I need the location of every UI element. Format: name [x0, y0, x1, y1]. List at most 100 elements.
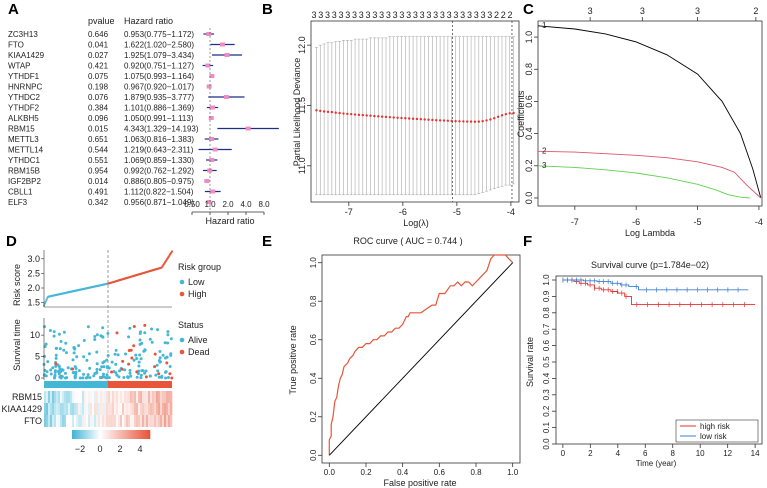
forest-point — [208, 116, 214, 120]
survival-point — [116, 353, 120, 357]
km-x-tick-label: 4 — [616, 449, 621, 458]
cv-top-count: 3 — [440, 10, 445, 20]
heatmap-cell — [90, 403, 93, 415]
survival-point — [169, 337, 173, 341]
heatmap-cell — [94, 403, 97, 415]
forest-x-tick-label: 4.0 — [240, 200, 252, 209]
survival-point — [66, 366, 70, 370]
survival-point — [73, 374, 77, 378]
survival-point — [57, 370, 61, 374]
cv-point — [404, 117, 407, 120]
roc-x-tick-label: 0.8 — [470, 468, 482, 477]
survival-point — [101, 326, 105, 330]
colorbar-segment — [103, 430, 106, 439]
heatmap-cell — [134, 403, 137, 415]
panel-label-d: D — [6, 233, 17, 250]
heatmap-cell — [102, 415, 105, 427]
survival-point — [122, 375, 126, 379]
heatmap-cell — [144, 391, 147, 403]
panel-label-c: C — [523, 1, 534, 18]
cv-top-count: 3 — [386, 10, 391, 20]
cv-top-count: 3 — [453, 10, 458, 20]
heatmap-cell — [58, 415, 61, 427]
survival-legend-low: low risk — [700, 432, 728, 441]
heatmap-cell — [114, 391, 117, 403]
panel-label-a: A — [8, 1, 19, 18]
survival-point — [63, 371, 67, 375]
heatmap-cell — [104, 403, 107, 415]
cv-x-tick-label: -7 — [345, 207, 353, 217]
cv-y-axis-label: Partial Likelihood Deviance — [292, 58, 302, 167]
coef-x-tick-label: -4 — [755, 217, 763, 227]
forest-point — [220, 42, 226, 47]
colorbar-segment — [116, 430, 120, 439]
cv-point — [319, 109, 322, 113]
heatmap-cell — [132, 415, 135, 427]
forest-plot: pvalue Hazard ratio ZC3H13 0.646 0.953(0.7… — [8, 16, 279, 226]
heatmap-cell — [156, 403, 159, 415]
survival-point — [127, 335, 131, 339]
survival-point — [106, 332, 110, 336]
heatmap-cell — [162, 415, 165, 427]
colorbar-segment — [89, 430, 92, 439]
heatmap-cell — [48, 415, 51, 427]
cv-top-count: 3 — [366, 10, 371, 20]
forest-hr-text: 0.956(0.871−1.049) — [124, 198, 194, 207]
forest-hr-text: 1.112(0.822−1.504) — [124, 188, 194, 197]
risk-y-tick-label: 2.5 — [27, 268, 40, 278]
colorbar-segment — [114, 430, 118, 439]
cv-top-count: 3 — [426, 10, 431, 20]
heatmap-cell — [142, 391, 145, 403]
heatmap-cell — [164, 403, 167, 415]
survival-point — [156, 328, 160, 332]
cv-top-count: 3 — [311, 10, 316, 20]
coef-top-tick-label: 3 — [695, 6, 700, 16]
survival-point — [143, 331, 147, 335]
heatmap-cell — [138, 403, 141, 415]
heatmap-cell — [50, 415, 53, 427]
status-legend-dead: Dead — [188, 347, 210, 357]
survival-point — [148, 337, 152, 341]
forest-point — [209, 74, 215, 78]
coef-line-label: 1 — [542, 21, 547, 30]
roc-plot: ROC curve ( AUC = 0.744 ) 0.0 0.0 0.2 0.2 0.… — [288, 236, 521, 488]
survival-point — [58, 347, 62, 351]
risk-score-point — [43, 302, 46, 305]
cv-point — [493, 117, 496, 120]
heatmap-cell — [146, 391, 149, 403]
cv-top-count: 3 — [460, 10, 465, 20]
survival-point — [52, 334, 56, 338]
survival-point — [85, 358, 89, 362]
survival-point — [73, 347, 77, 351]
coef-x-axis-label: Log Lambda — [625, 228, 675, 238]
survival-point — [82, 355, 86, 359]
survival-point — [157, 375, 161, 379]
heatmap-cell — [146, 415, 149, 427]
coef-top-tick-label: 3 — [588, 6, 593, 16]
cv-point — [465, 120, 469, 123]
survival-point — [169, 352, 173, 356]
roc-x-tick-label: 0.4 — [397, 468, 409, 477]
survival-point — [144, 369, 148, 373]
heatmap-cell — [46, 391, 49, 403]
roc-y-tick-label: 0.8 — [309, 295, 318, 307]
risk-y-tick-label: 2.0 — [27, 283, 40, 293]
survival-point — [95, 367, 99, 371]
heatmap-cell — [54, 391, 57, 403]
heatmap-cell — [128, 391, 131, 403]
cv-point — [473, 120, 477, 123]
survival-point — [134, 353, 138, 357]
survival-point — [59, 340, 63, 344]
survival-point — [148, 374, 152, 378]
survival-point — [62, 348, 66, 352]
forest-gene-label: METTL3 — [8, 135, 39, 144]
forest-x-tick-label: 8.0 — [258, 200, 270, 209]
heatmap-cell — [80, 391, 83, 403]
heatmap-cell — [130, 391, 133, 403]
heatmap-cell — [102, 391, 105, 403]
survival-point — [138, 332, 142, 336]
forest-pvalue: 0.544 — [88, 146, 109, 155]
risk-group-legend-title: Risk group — [178, 262, 221, 272]
colorbar-segment — [132, 430, 135, 439]
forest-header-hazard-ratio: Hazard ratio — [124, 16, 173, 26]
